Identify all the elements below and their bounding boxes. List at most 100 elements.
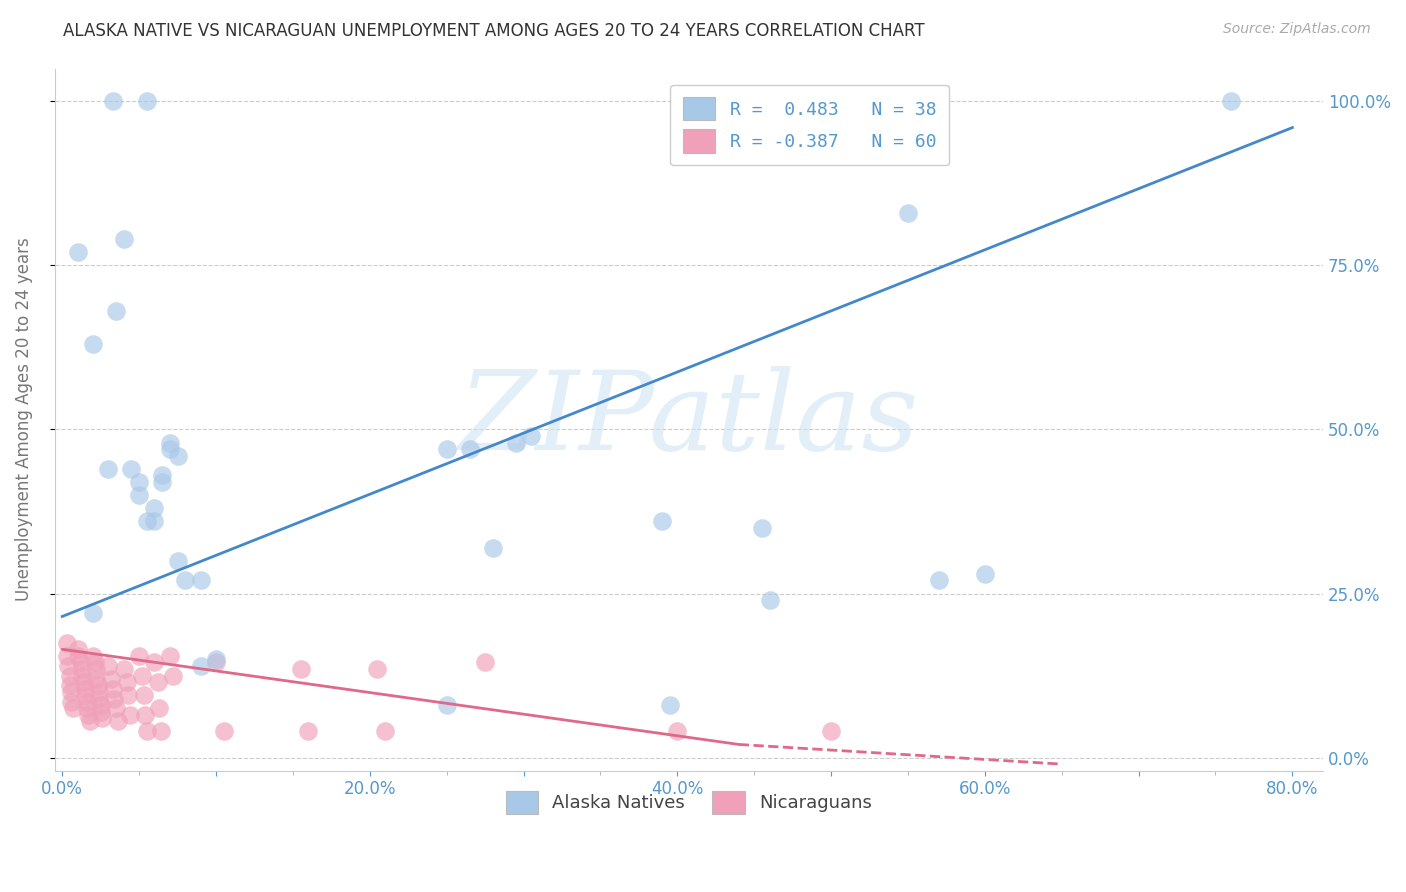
Point [149, 724, 172, 739]
Point [83, 656, 105, 670]
Point [143, 501, 166, 516]
Text: ALASKA NATIVE VS NICARAGUAN UNEMPLOYMENT AMONG AGES 20 TO 24 YEARS CORRELATION C: ALASKA NATIVE VS NICARAGUAN UNEMPLOYMENT… [63, 22, 925, 40]
Point [174, 574, 197, 588]
Point [120, 462, 142, 476]
Point [1219, 95, 1241, 109]
Point [190, 658, 212, 673]
Point [474, 656, 496, 670]
Point [481, 541, 503, 555]
Point [82, 606, 104, 620]
Point [103, 691, 125, 706]
Point [66, 245, 89, 260]
Point [666, 724, 689, 739]
Point [87, 685, 110, 699]
Point [70, 668, 93, 682]
Point [159, 648, 181, 663]
Point [143, 514, 166, 528]
Point [69, 656, 91, 670]
Point [159, 442, 181, 457]
Point [150, 468, 173, 483]
Point [58, 658, 80, 673]
Point [150, 475, 173, 489]
Point [62, 701, 84, 715]
Y-axis label: Unemployment Among Ages 20 to 24 years: Unemployment Among Ages 20 to 24 years [15, 238, 32, 601]
Point [76, 701, 98, 715]
Point [90, 705, 112, 719]
Point [112, 232, 135, 246]
Point [97, 462, 120, 476]
Point [59, 668, 82, 682]
Point [77, 707, 100, 722]
Point [84, 662, 107, 676]
Point [97, 658, 120, 673]
Point [820, 724, 842, 739]
Point [458, 442, 481, 457]
Point [66, 642, 89, 657]
Point [79, 714, 101, 729]
Point [135, 514, 157, 528]
Point [128, 475, 150, 489]
Point [59, 678, 82, 692]
Point [91, 711, 114, 725]
Point [73, 675, 96, 690]
Point [159, 435, 181, 450]
Point [148, 701, 170, 715]
Point [100, 672, 122, 686]
Point [60, 685, 83, 699]
Point [146, 675, 169, 690]
Point [101, 95, 124, 109]
Point [297, 724, 319, 739]
Point [107, 714, 129, 729]
Point [117, 688, 139, 702]
Point [128, 488, 150, 502]
Point [112, 662, 135, 676]
Point [897, 206, 920, 220]
Text: ZIPatlas: ZIPatlas [458, 366, 920, 474]
Point [84, 672, 107, 686]
Point [436, 442, 458, 457]
Point [66, 648, 89, 663]
Point [166, 554, 188, 568]
Point [205, 656, 228, 670]
Point [374, 724, 396, 739]
Point [86, 678, 108, 692]
Legend: Alaska Natives, Nicaraguans: Alaska Natives, Nicaraguans [495, 780, 883, 825]
Point [131, 668, 153, 682]
Point [105, 304, 128, 318]
Point [212, 724, 235, 739]
Point [751, 521, 773, 535]
Point [143, 656, 166, 670]
Point [56, 648, 79, 663]
Point [82, 337, 104, 351]
Point [166, 449, 188, 463]
Point [290, 662, 312, 676]
Point [134, 707, 156, 722]
Point [60, 695, 83, 709]
Point [82, 648, 104, 663]
Point [87, 691, 110, 706]
Point [162, 668, 184, 682]
Point [56, 636, 79, 650]
Point [132, 688, 155, 702]
Point [70, 662, 93, 676]
Point [75, 681, 97, 696]
Point [76, 695, 98, 709]
Point [758, 593, 780, 607]
Point [658, 698, 681, 712]
Point [135, 724, 157, 739]
Point [928, 574, 950, 588]
Point [101, 681, 124, 696]
Point [128, 648, 150, 663]
Point [366, 662, 388, 676]
Point [505, 435, 527, 450]
Point [436, 698, 458, 712]
Point [75, 688, 97, 702]
Text: Source: ZipAtlas.com: Source: ZipAtlas.com [1223, 22, 1371, 37]
Point [651, 514, 673, 528]
Point [135, 95, 157, 109]
Point [973, 566, 995, 581]
Point [105, 701, 128, 715]
Point [115, 675, 138, 690]
Point [118, 707, 141, 722]
Point [520, 429, 543, 443]
